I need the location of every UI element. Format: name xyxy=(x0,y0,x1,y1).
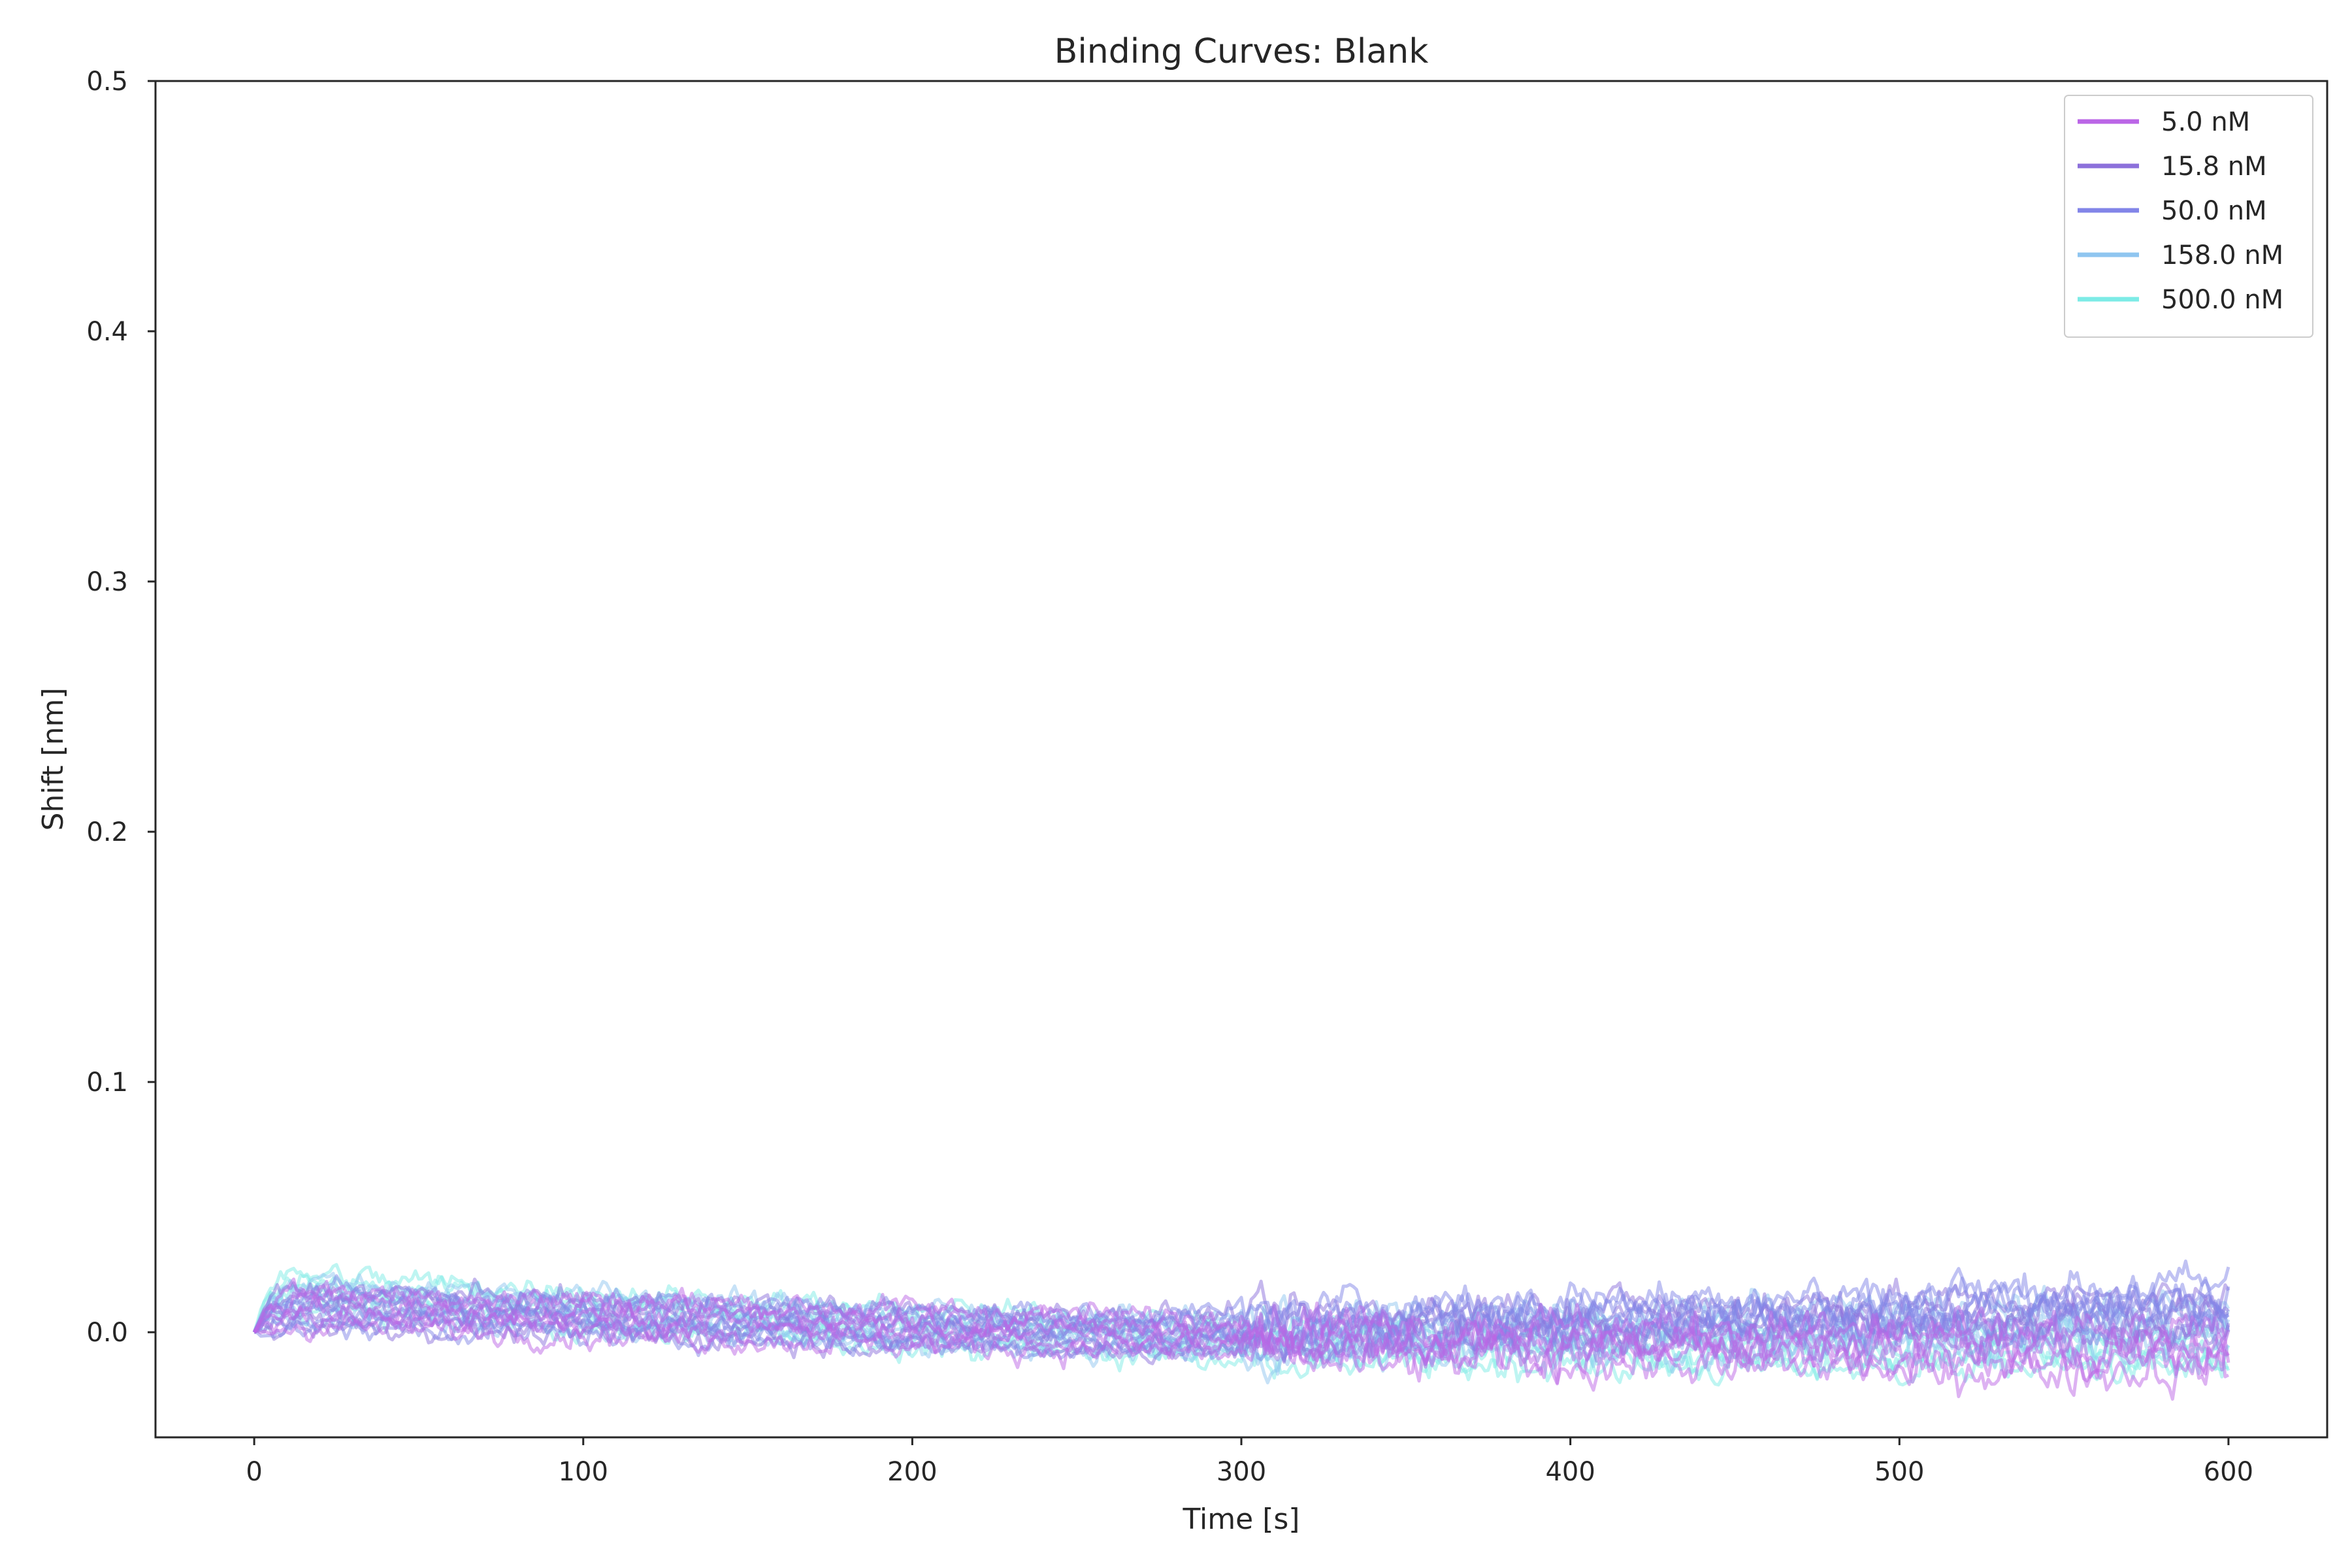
y-tick-label: 0.2 xyxy=(86,817,128,847)
x-tick-label: 600 xyxy=(2204,1457,2253,1487)
plot-frame xyxy=(154,80,2328,1439)
legend: 5.0 nM 15.8 nM 50.0 nM 158.0 nM 500.0 nM xyxy=(2064,95,2313,338)
series-layer xyxy=(252,1259,2230,1401)
y-tick-label: 0.5 xyxy=(86,67,128,97)
series-line xyxy=(252,1277,2230,1364)
x-tick-label: 100 xyxy=(559,1457,608,1487)
legend-box xyxy=(2064,95,2313,338)
legend-label: 158.0 nM xyxy=(2161,240,2283,270)
legend-label: 5.0 nM xyxy=(2161,107,2250,137)
chart-title: Binding Curves: Blank xyxy=(1054,32,1429,71)
x-axis-label: Time [s] xyxy=(1183,1503,1300,1536)
x-tick-label: 0 xyxy=(246,1457,262,1487)
series-line xyxy=(252,1294,2230,1388)
x-tick-label: 200 xyxy=(887,1457,937,1487)
y-axis-label: Shift [nm] xyxy=(37,687,70,830)
x-tick-label: 400 xyxy=(1545,1457,1595,1487)
legend-label: 15.8 nM xyxy=(2161,152,2267,182)
legend-label: 500.0 nM xyxy=(2161,285,2283,315)
y-tick-label: 0.1 xyxy=(86,1068,128,1098)
y-axis-ticks: 0.0 0.1 0.2 0.3 0.4 0.5 xyxy=(86,67,155,1348)
x-tick-label: 500 xyxy=(1874,1457,1924,1487)
series-line xyxy=(253,1305,2230,1386)
y-tick-label: 0.4 xyxy=(86,317,128,347)
legend-label: 50.0 nM xyxy=(2161,196,2267,226)
y-tick-label: 0.0 xyxy=(86,1318,128,1348)
y-tick-label: 0.3 xyxy=(86,567,128,597)
x-axis-ticks: 0 100 200 300 400 500 600 xyxy=(246,1437,2253,1487)
series-line xyxy=(253,1312,2230,1401)
x-tick-label: 300 xyxy=(1217,1457,1266,1487)
